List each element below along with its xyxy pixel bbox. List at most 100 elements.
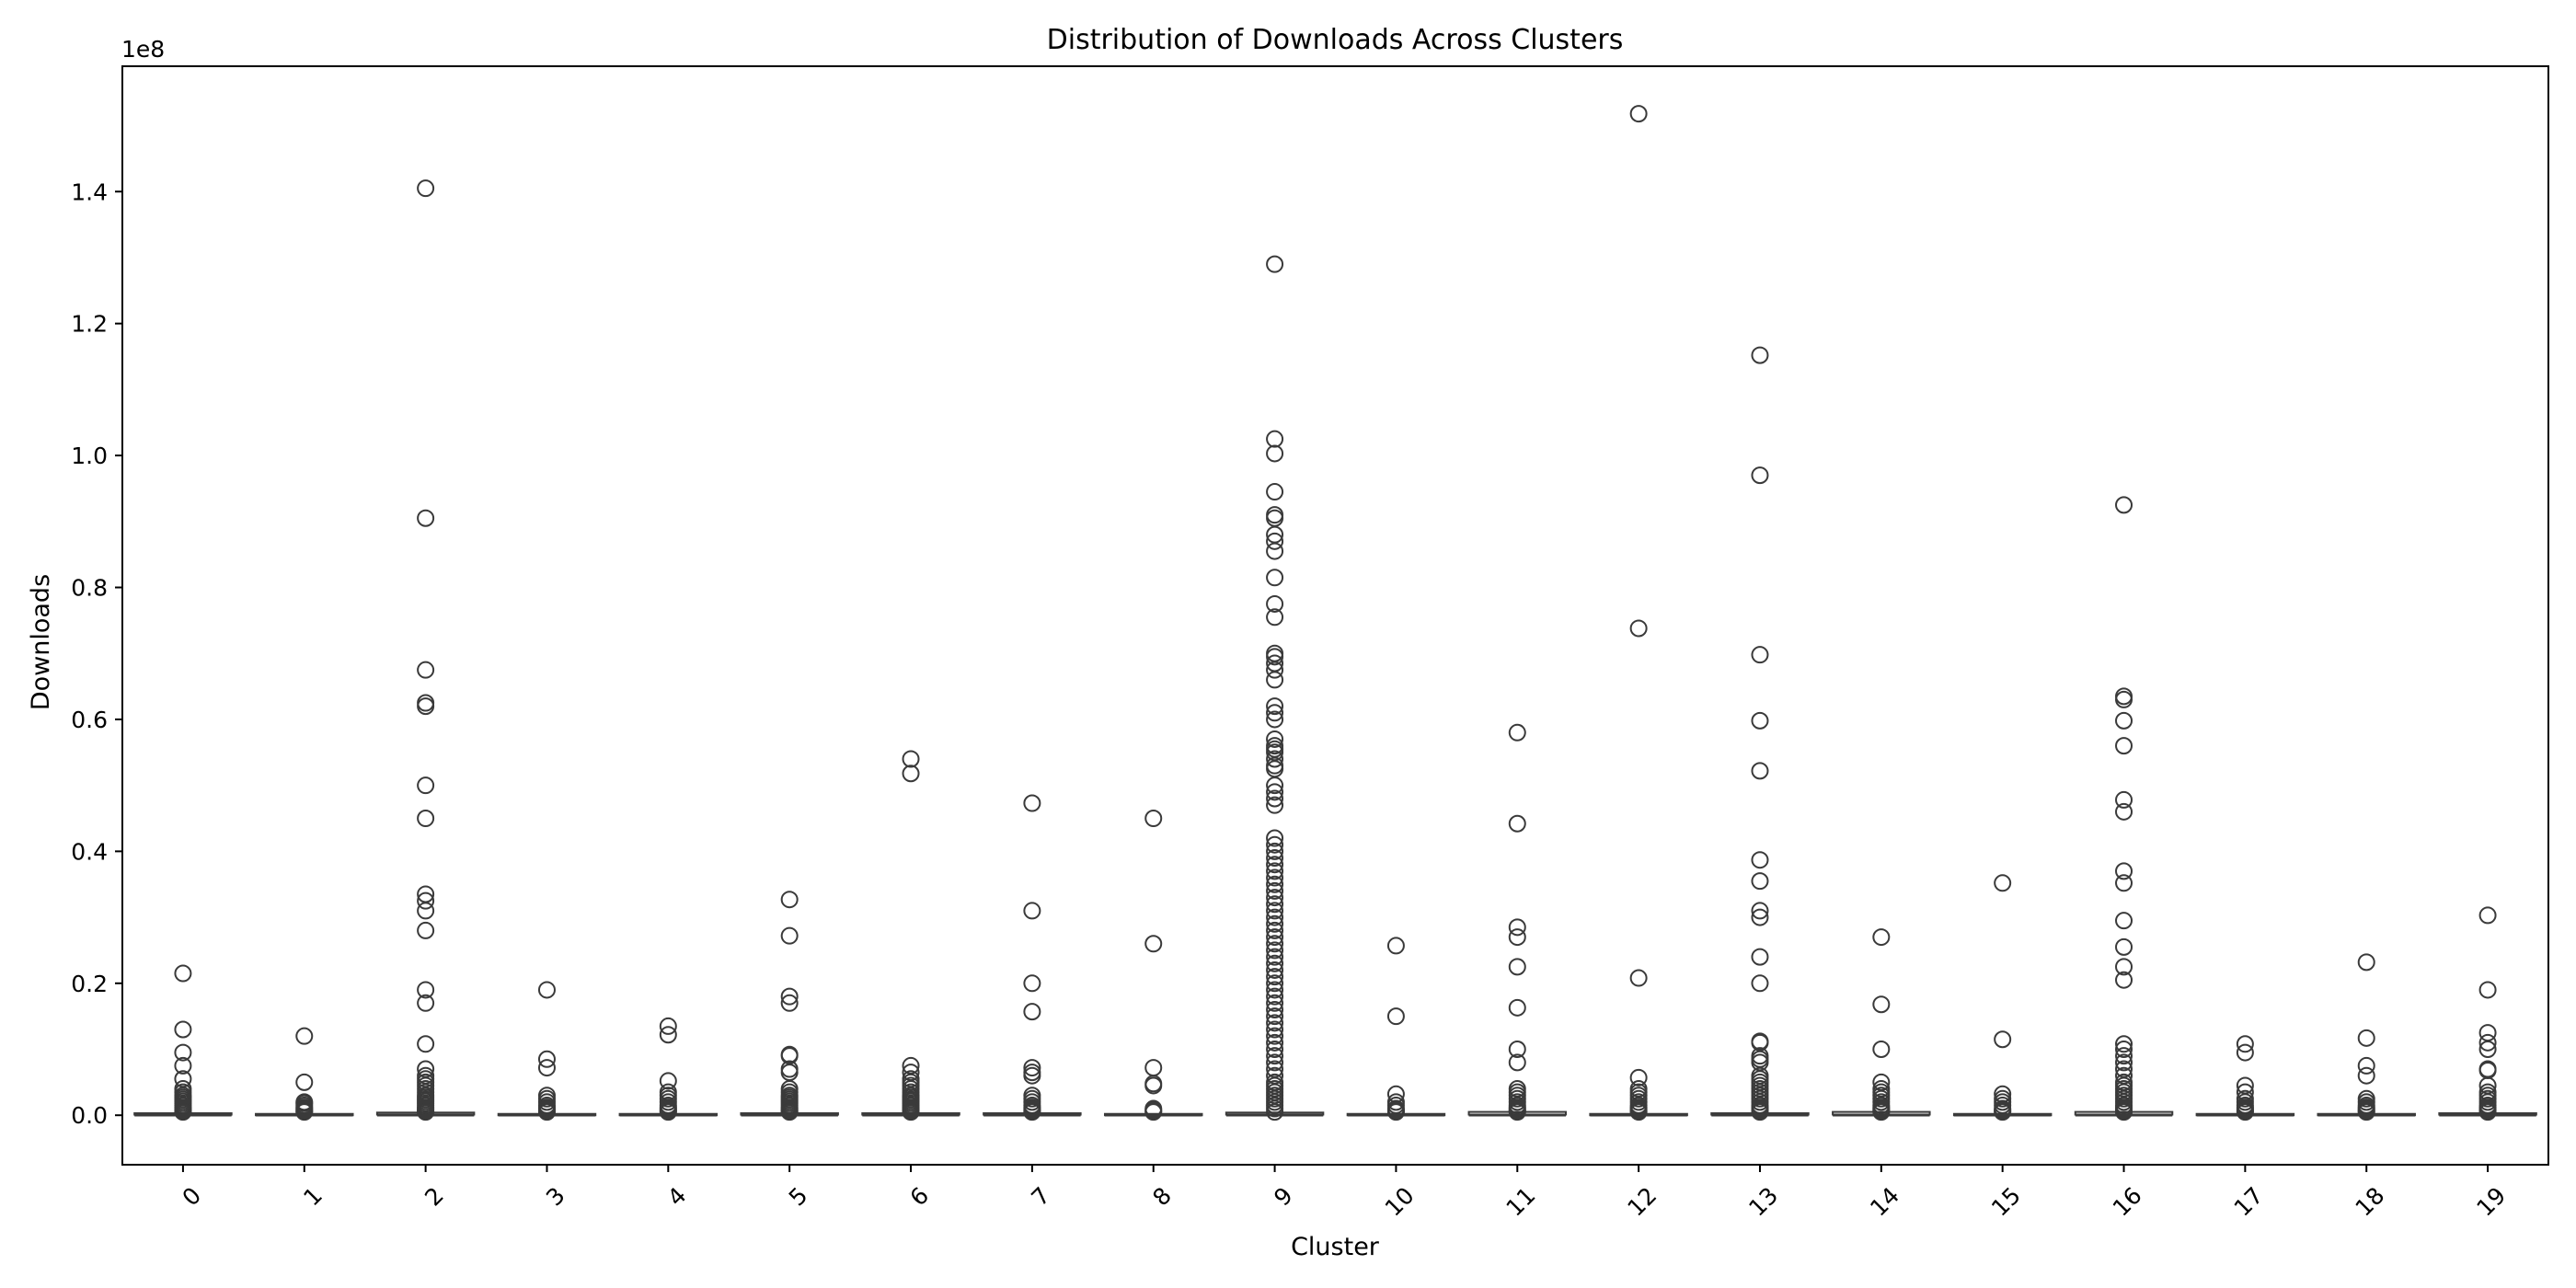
y-tick-label: 1.4 (71, 178, 108, 205)
x-tick-label: 1 (298, 1182, 328, 1212)
box-cluster-3 (497, 981, 597, 1121)
outlier-point (417, 179, 435, 198)
outlier-point (1266, 1033, 1284, 1052)
outlier-point (1751, 762, 1769, 780)
outlier-point (2115, 874, 2133, 892)
outlier-point (1266, 862, 1284, 880)
outlier-point (1629, 1103, 1648, 1121)
outlier-point (1144, 1076, 1163, 1095)
outlier-point (2478, 1103, 2497, 1121)
outlier-point (1872, 995, 1891, 1014)
outlier-point (1266, 776, 1284, 795)
box-cluster-9 (1225, 255, 1325, 1121)
outlier-point (780, 1064, 799, 1082)
box-cluster-18 (2317, 953, 2416, 1121)
y-tick-label: 1.2 (71, 311, 108, 338)
outlier-point (1266, 842, 1284, 860)
outlier-point (1751, 974, 1769, 993)
plot-area (133, 105, 2537, 1121)
outlier-point (2115, 1103, 2133, 1121)
outlier-point (1872, 928, 1891, 947)
outlier-point (1266, 1014, 1284, 1032)
outlier-point (1872, 1041, 1891, 1059)
outlier-point (1751, 902, 1769, 920)
outlier-point (417, 661, 435, 679)
outlier-point (1508, 918, 1526, 937)
outlier-point (1266, 954, 1284, 972)
outlier-point (1266, 608, 1284, 627)
chart-title: Distribution of Downloads Across Cluster… (1047, 24, 1624, 56)
box-cluster-19 (2438, 906, 2537, 1121)
outlier-point (174, 1056, 192, 1075)
x-tick-label: 2 (420, 1182, 449, 1212)
x-axis: 0 1 2 3 4 5 6 7 8 9 10 11 12 13 14 15 16 17 18 19 (177, 1165, 2511, 1222)
x-tick-label: 15 (1986, 1182, 2026, 1222)
outlier-point (1266, 921, 1284, 939)
outlier-point (1266, 661, 1284, 679)
outlier-point (1144, 1103, 1163, 1121)
box-cluster-15 (1952, 874, 2053, 1121)
x-tick-label: 17 (2229, 1182, 2269, 1222)
outlier-point (2115, 958, 2133, 976)
outlier-point (1266, 941, 1284, 960)
outlier-point (2478, 1033, 2497, 1052)
outlier-point (1266, 255, 1284, 273)
outlier-point (1266, 730, 1284, 748)
outlier-point (1144, 1059, 1163, 1077)
outlier-point (537, 981, 556, 999)
outlier-point (780, 994, 799, 1012)
outlier-point (1386, 937, 1405, 955)
outlier-point (1266, 974, 1284, 993)
outlier-point (1266, 444, 1284, 463)
plot-frame (121, 65, 2549, 1166)
outlier-point (1266, 948, 1284, 966)
outlier-point (174, 1043, 192, 1062)
outlier-point (1266, 594, 1284, 613)
x-tick-label: 16 (2108, 1182, 2147, 1222)
outlier-point (659, 1017, 677, 1035)
outlier-point (417, 1035, 435, 1053)
y-axis-offset-label: 1e8 (121, 36, 165, 63)
outlier-point (1751, 1103, 1769, 1121)
outlier-point (1266, 1053, 1284, 1072)
outlier-point (1872, 1103, 1891, 1121)
outlier-point (2357, 1056, 2375, 1075)
x-tick-label: 6 (905, 1182, 935, 1212)
x-tick-label: 5 (784, 1182, 813, 1212)
outlier-point (2115, 690, 2133, 708)
outlier-point (1266, 856, 1284, 874)
outlier-point (1266, 981, 1284, 999)
outlier-point (1023, 1003, 1041, 1021)
outlier-point (1266, 994, 1284, 1012)
outlier-point (417, 902, 435, 920)
outlier-point (1629, 969, 1648, 987)
outlier-point (417, 694, 435, 712)
x-tick-label: 10 (1380, 1182, 1420, 1222)
outlier-point (1266, 671, 1284, 689)
outlier-point (1266, 889, 1284, 907)
outlier-point (1266, 868, 1284, 887)
outlier-point (1629, 105, 1648, 123)
outlier-point (417, 994, 435, 1012)
outlier-point (417, 697, 435, 716)
outlier-point (902, 765, 920, 783)
outlier-point (1023, 1066, 1041, 1085)
x-tick-label: 13 (1743, 1182, 1783, 1222)
outlier-point (2115, 912, 2133, 930)
outlier-point (1751, 646, 1769, 664)
outlier-point (1508, 1053, 1526, 1072)
outlier-point (659, 1103, 677, 1121)
outlier-point (2115, 711, 2133, 730)
box-cluster-12 (1589, 105, 1688, 1121)
outlier-point (1266, 968, 1284, 986)
outlier-point (1266, 1027, 1284, 1045)
outlier-point (1144, 810, 1163, 828)
x-tick-label: 12 (1622, 1182, 1662, 1222)
outlier-point (417, 1103, 435, 1121)
outlier-point (2115, 1035, 2133, 1053)
outlier-point (1266, 430, 1284, 448)
box-cluster-8 (1103, 810, 1203, 1121)
box-cluster-13 (1710, 346, 1810, 1121)
outlier-point (174, 1020, 192, 1039)
